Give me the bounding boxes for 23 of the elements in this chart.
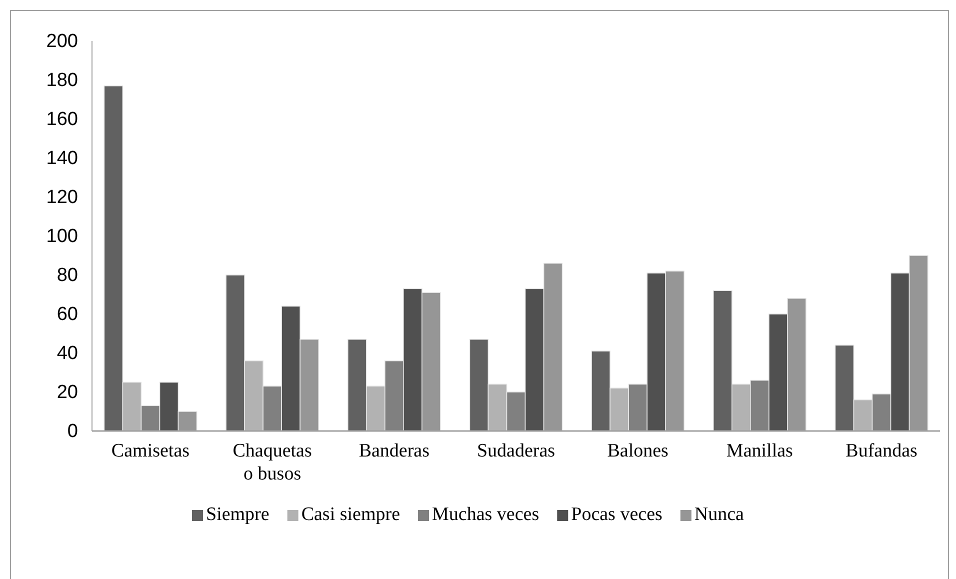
- legend-label: Pocas veces: [571, 504, 662, 525]
- y-tick-label: 120: [46, 187, 78, 208]
- y-tick-label: 200: [46, 31, 78, 52]
- x-tick-label: Manillas: [726, 440, 793, 462]
- legend-label: Nunca: [694, 504, 745, 525]
- y-tick-label: 0: [67, 421, 78, 442]
- legend-label: Muchas veces: [432, 504, 540, 525]
- y-tick-label: 40: [56, 343, 78, 364]
- x-tick-label: Chaquetas o busos: [232, 440, 312, 484]
- y-tick-label: 20: [56, 382, 78, 404]
- x-tick-label: Balones: [607, 440, 668, 462]
- x-tick-label: Camisetas: [111, 440, 190, 462]
- y-tick-label: 160: [46, 109, 78, 130]
- x-tick-label: Bufandas: [846, 440, 918, 462]
- legend-label: Siempre: [206, 504, 270, 525]
- y-tick-label: 100: [46, 226, 78, 248]
- y-tick-label: 140: [46, 148, 78, 170]
- x-tick-label: Sudaderas: [476, 440, 556, 462]
- y-tick-label: 60: [56, 304, 78, 326]
- y-tick-label: 80: [56, 265, 78, 286]
- y-tick-label: 180: [46, 70, 78, 92]
- x-tick-label: Banderas: [358, 440, 430, 462]
- legend-label: Casi siempre: [301, 504, 400, 525]
